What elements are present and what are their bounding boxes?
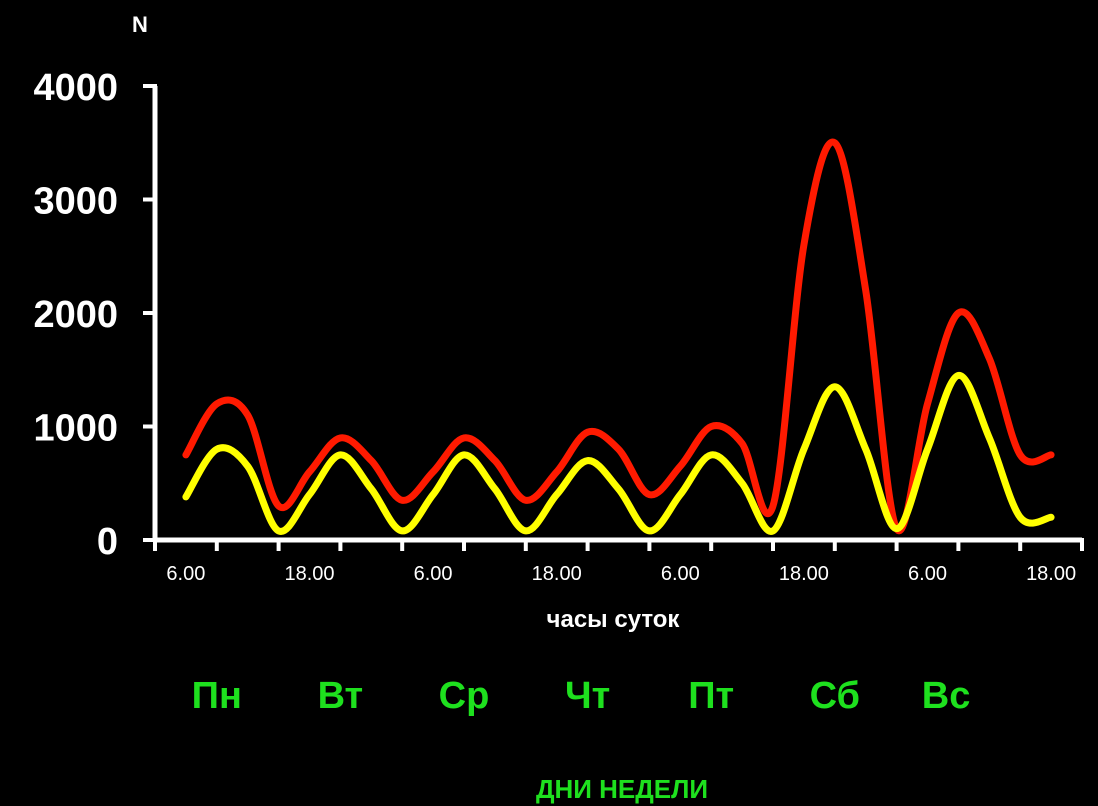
y-tick-label: 4000 — [33, 67, 118, 109]
x-tick-label: 18.00 — [532, 563, 582, 585]
x-tick-label: 18.00 — [1026, 563, 1076, 585]
weekday-label: Вт — [318, 675, 364, 717]
x-axis: 6.0018.006.0018.006.0018.006.0018.006.00… — [153, 538, 1084, 585]
weekday-labels: Пн Вт Ср Чт Пт Сб Вс — [192, 675, 971, 717]
plot-area — [182, 138, 1055, 535]
y-axis: 0 1000 2000 3000 4000 — [33, 67, 157, 563]
series-line-2 — [182, 371, 1055, 535]
weekday-label: Пт — [688, 675, 734, 717]
y-tick-label: 0 — [97, 521, 118, 563]
weekdays-title: ДНИ НЕДЕЛИ — [536, 774, 708, 804]
y-axis-label: N — [132, 12, 148, 37]
y-tick-label: 1000 — [33, 408, 118, 450]
x-axis-label: часы суток — [547, 606, 681, 633]
x-tick-label: 6.00 — [414, 563, 453, 585]
y-tick-label: 3000 — [33, 181, 118, 223]
x-tick-label: 6.00 — [908, 563, 947, 585]
y-tick-label: 2000 — [33, 294, 118, 336]
x-tick-label: 6.00 — [661, 563, 700, 585]
weekday-label: Вс — [922, 675, 971, 717]
x-tick-label: 18.00 — [284, 563, 334, 585]
weekday-label: Чт — [565, 675, 610, 717]
x-tick-label: 6.00 — [166, 563, 205, 585]
weekday-label: Сб — [810, 675, 860, 717]
weekday-label: Ср — [439, 675, 490, 717]
x-tick-label: 18.00 — [779, 563, 829, 585]
weekday-label: Пн — [192, 675, 242, 717]
